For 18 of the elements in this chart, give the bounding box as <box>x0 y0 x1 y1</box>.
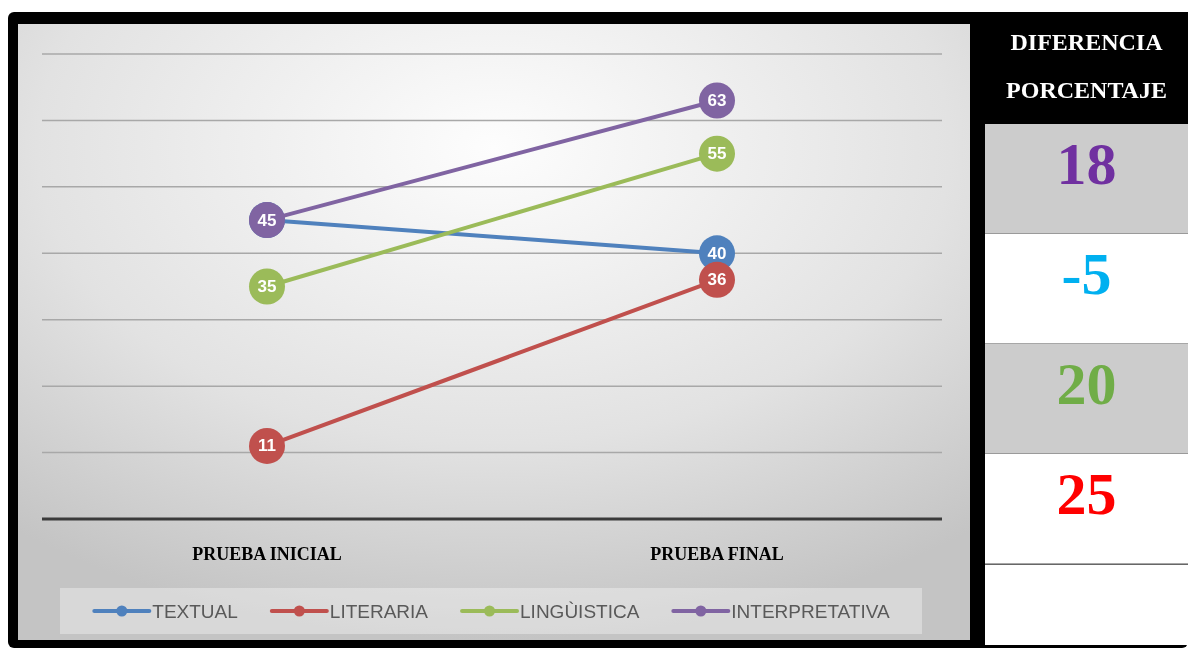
data-label: 63 <box>707 91 727 110</box>
text: 25 <box>1056 461 1117 527</box>
data-label: 11 <box>258 436 276 456</box>
x-tick-label: PRUEBA FINAL <box>650 544 784 564</box>
text: 18 <box>1056 131 1117 197</box>
text: -5 <box>1061 241 1112 307</box>
data-label: 55 <box>707 144 727 164</box>
legend-label: INTERPRETATIVA <box>731 600 890 622</box>
data-label: 35 <box>257 277 277 296</box>
data-label: 40 <box>707 243 727 263</box>
data-label: 36 <box>707 270 727 290</box>
text: 20 <box>1056 351 1117 417</box>
data-label: 45 <box>257 210 277 230</box>
x-tick-label: PRUEBA INICIAL <box>192 544 342 564</box>
legend-label: TEXTUAL <box>152 600 238 622</box>
text: DIFERENCIA PORCENTAJE <box>1006 29 1167 103</box>
legend-label: LITERARIA <box>329 600 429 622</box>
legend-label: LINGÙISTICA <box>520 600 640 622</box>
